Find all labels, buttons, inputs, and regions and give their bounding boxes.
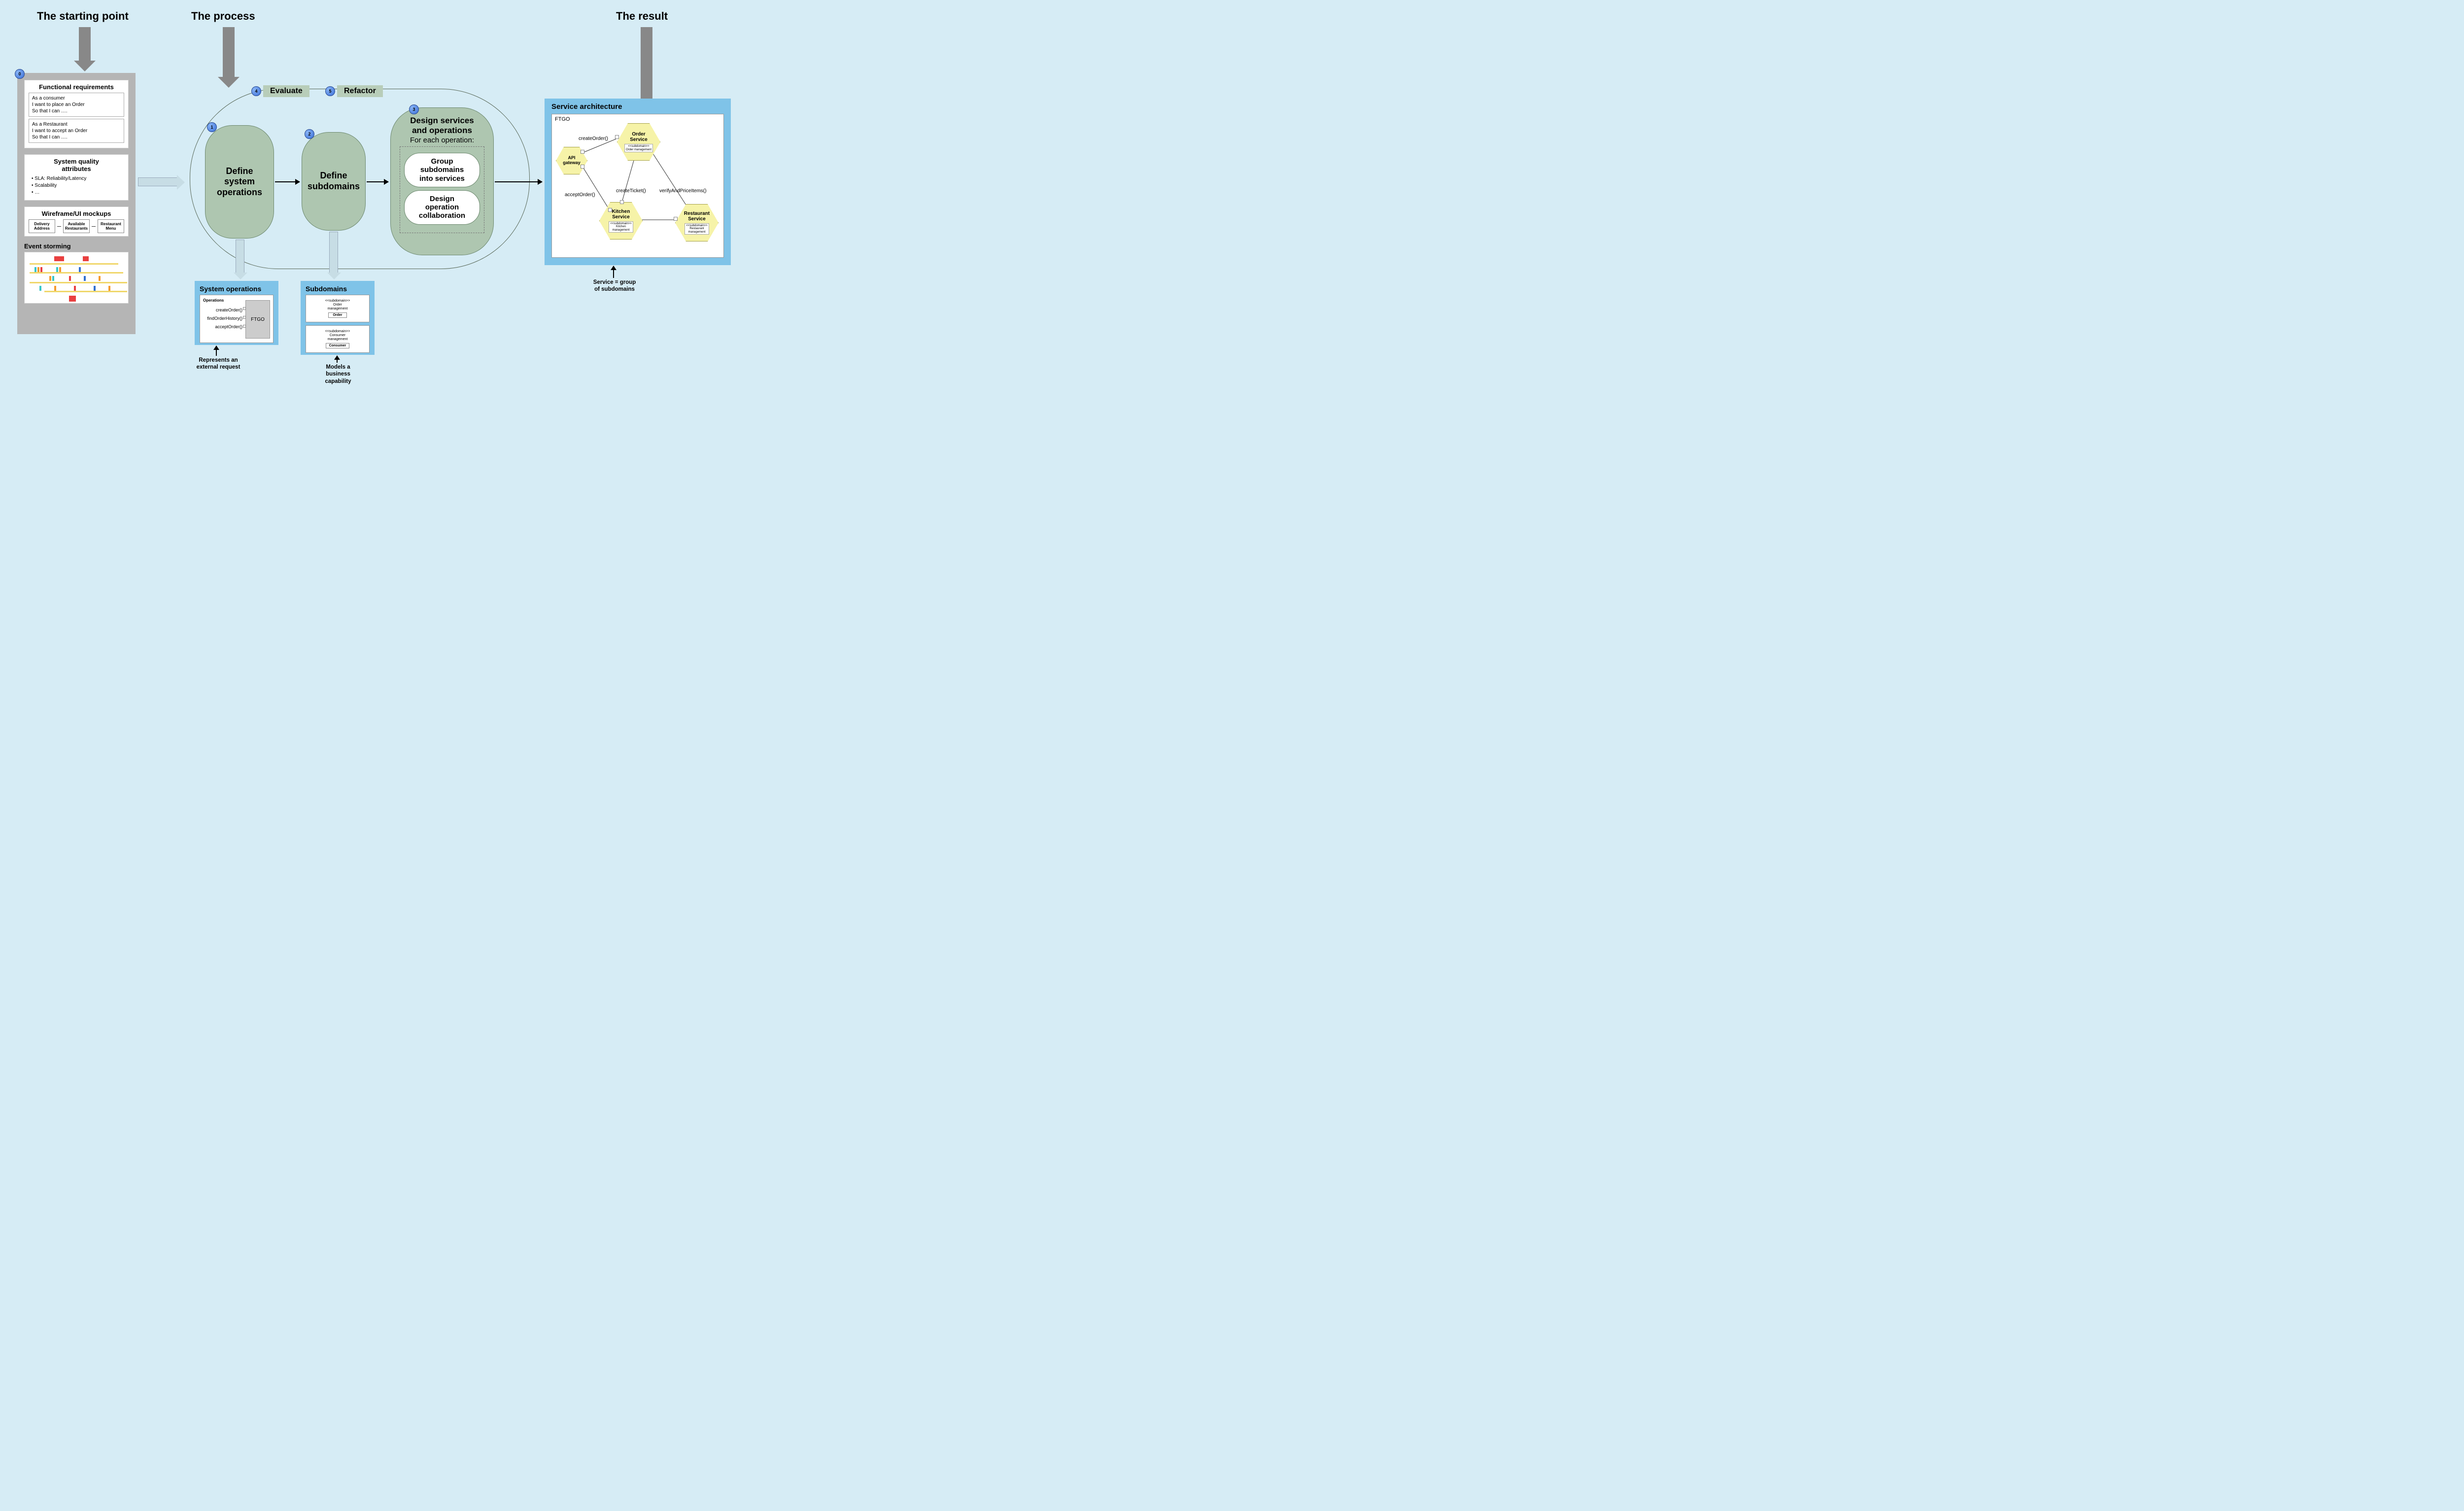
badge-3: 3: [409, 104, 419, 114]
arrow-down-sysops-icon: [236, 240, 244, 273]
subd-1-entity: Order: [328, 312, 346, 318]
wire-3: Restaurant Menu: [98, 219, 124, 233]
op-3: acceptOrder(): [202, 323, 242, 331]
sysops-note: Represents an external request: [196, 357, 240, 371]
wire-connector: [57, 226, 61, 227]
ops-label: Operations: [203, 298, 224, 303]
subd-panel: Subdomains <<subdomain>> Order managemen…: [301, 281, 375, 355]
stereo-order: <<subdomain>> Order management: [624, 144, 653, 152]
wire-2: Available Restaurants: [63, 219, 90, 233]
heading-process: The process: [191, 10, 255, 23]
hex-restaurant-label: Restaurant Service: [684, 211, 710, 222]
stereo-restaurant: <<subdomain>> Restaurant management: [684, 223, 709, 235]
functional-requirements-box: Functional requirements As a consumer I …: [24, 80, 129, 148]
badge-5: 5: [325, 86, 335, 96]
arch-note: Service = group of subdomains: [587, 279, 642, 293]
arrow-down-subd-icon: [329, 232, 338, 273]
stereo-kitchen: <<subdomain>> Kitchen management: [609, 221, 633, 233]
subd-1-label: <<subdomain>> Order management: [325, 299, 350, 310]
sysops-panel: System operations Operations createOrder…: [195, 281, 278, 345]
wire-title: Wireframe/UI mockups: [29, 210, 124, 217]
ftgo-box: FTGO: [245, 300, 270, 339]
qa-list: • SLA: Reliability/Latency • Scalability…: [29, 174, 124, 197]
step-3-title: Design services and operations: [400, 116, 484, 135]
refactor-label: Refactor: [337, 85, 383, 97]
subd-box-1: <<subdomain>> Order management Order: [306, 295, 370, 322]
req-card-1: As a consumer I want to place an Order S…: [29, 93, 124, 117]
subd-2-label: <<subdomain>> Consumer management: [325, 330, 350, 341]
wireframes-box: Wireframe/UI mockups Delivery Address Av…: [24, 206, 129, 237]
step-3-dashed: Group subdomains into services Design op…: [400, 146, 484, 233]
badge-1: 1: [207, 122, 217, 132]
port-icon: [620, 200, 624, 204]
subd-box-2: <<subdomain>> Consumer management Consum…: [306, 325, 370, 353]
func-title: Functional requirements: [29, 83, 124, 91]
arrow-process-icon: [223, 27, 235, 79]
sysops-title: System operations: [200, 285, 274, 293]
step-1: Define system operations: [205, 125, 274, 239]
qa-title: System quality attributes: [29, 158, 124, 172]
arrow-start-icon: [79, 27, 91, 63]
port-icon: [615, 135, 619, 139]
arrow-s2-s3-icon: [367, 181, 388, 182]
port-icon: [243, 316, 246, 319]
port-icon: [243, 307, 246, 310]
step-1-label: Define system operations: [205, 126, 274, 238]
start-panel: Functional requirements As a consumer I …: [17, 73, 136, 334]
heading-result: The result: [616, 10, 668, 23]
step-2-label: Define subdomains: [302, 133, 365, 230]
arrow-s1-s2-icon: [275, 181, 300, 182]
edge-createticket: createTicket(): [616, 188, 646, 194]
op-2: findOrderHistory(): [202, 314, 242, 323]
badge-0: 0: [15, 69, 25, 79]
req-card-2: As a Restaurant I want to accept an Orde…: [29, 119, 124, 143]
pill-collab: Design operation collaboration: [404, 190, 480, 225]
event-storming-box: Event storming: [24, 242, 129, 304]
storm-title: Event storming: [24, 242, 129, 250]
edge-verify: verifyAndPriceItems(): [659, 188, 707, 194]
quality-attributes-box: System quality attributes • SLA: Reliabi…: [24, 154, 129, 201]
edge-acceptorder: acceptOrder(): [565, 192, 595, 198]
subd-title: Subdomains: [306, 285, 370, 293]
step-3-sub: For each operation:: [400, 136, 484, 144]
port-icon: [243, 325, 246, 328]
arrow-result-icon: [641, 27, 652, 101]
arch-title: Service architecture: [551, 103, 724, 111]
arrow-note-arch-icon: [613, 266, 614, 278]
result-panel: Service architecture FTGO API gateway Or…: [545, 99, 731, 265]
hex-kitchen-label: Kitchen Service: [612, 209, 630, 220]
wire-connector: [92, 226, 96, 227]
port-icon: [608, 208, 612, 212]
port-icon: [674, 217, 678, 221]
pill-group: Group subdomains into services: [404, 153, 480, 187]
arrow-s3-result-icon: [495, 181, 542, 182]
heading-start: The starting point: [37, 10, 129, 23]
edge-createorder: createOrder(): [579, 136, 608, 141]
evaluate-label: Evaluate: [263, 85, 309, 97]
op-1: createOrder(): [202, 306, 242, 314]
storm-canvas: [24, 252, 129, 304]
badge-2: 2: [305, 129, 314, 139]
arrow-to-process-icon: [138, 177, 177, 186]
subd-2-entity: Consumer: [326, 343, 350, 348]
badge-4: 4: [251, 86, 261, 96]
port-icon: [581, 150, 584, 154]
sysops-inner: Operations createOrder() findOrderHistor…: [200, 295, 274, 343]
ops-list: createOrder() findOrderHistory() acceptO…: [202, 306, 242, 331]
arch-canvas: FTGO API gateway Order Service <<subdoma…: [551, 114, 724, 258]
port-icon: [581, 165, 584, 169]
wire-1: Delivery Address: [29, 219, 55, 233]
step-3: Design services and operations For each …: [390, 107, 494, 255]
arrow-note-subd-icon: [337, 356, 338, 363]
step-2: Define subdomains: [302, 132, 366, 231]
arrow-note-sysops-icon: [216, 346, 217, 356]
subd-note: Models a business capability: [320, 364, 356, 385]
hex-order-label: Order Service: [630, 132, 648, 142]
